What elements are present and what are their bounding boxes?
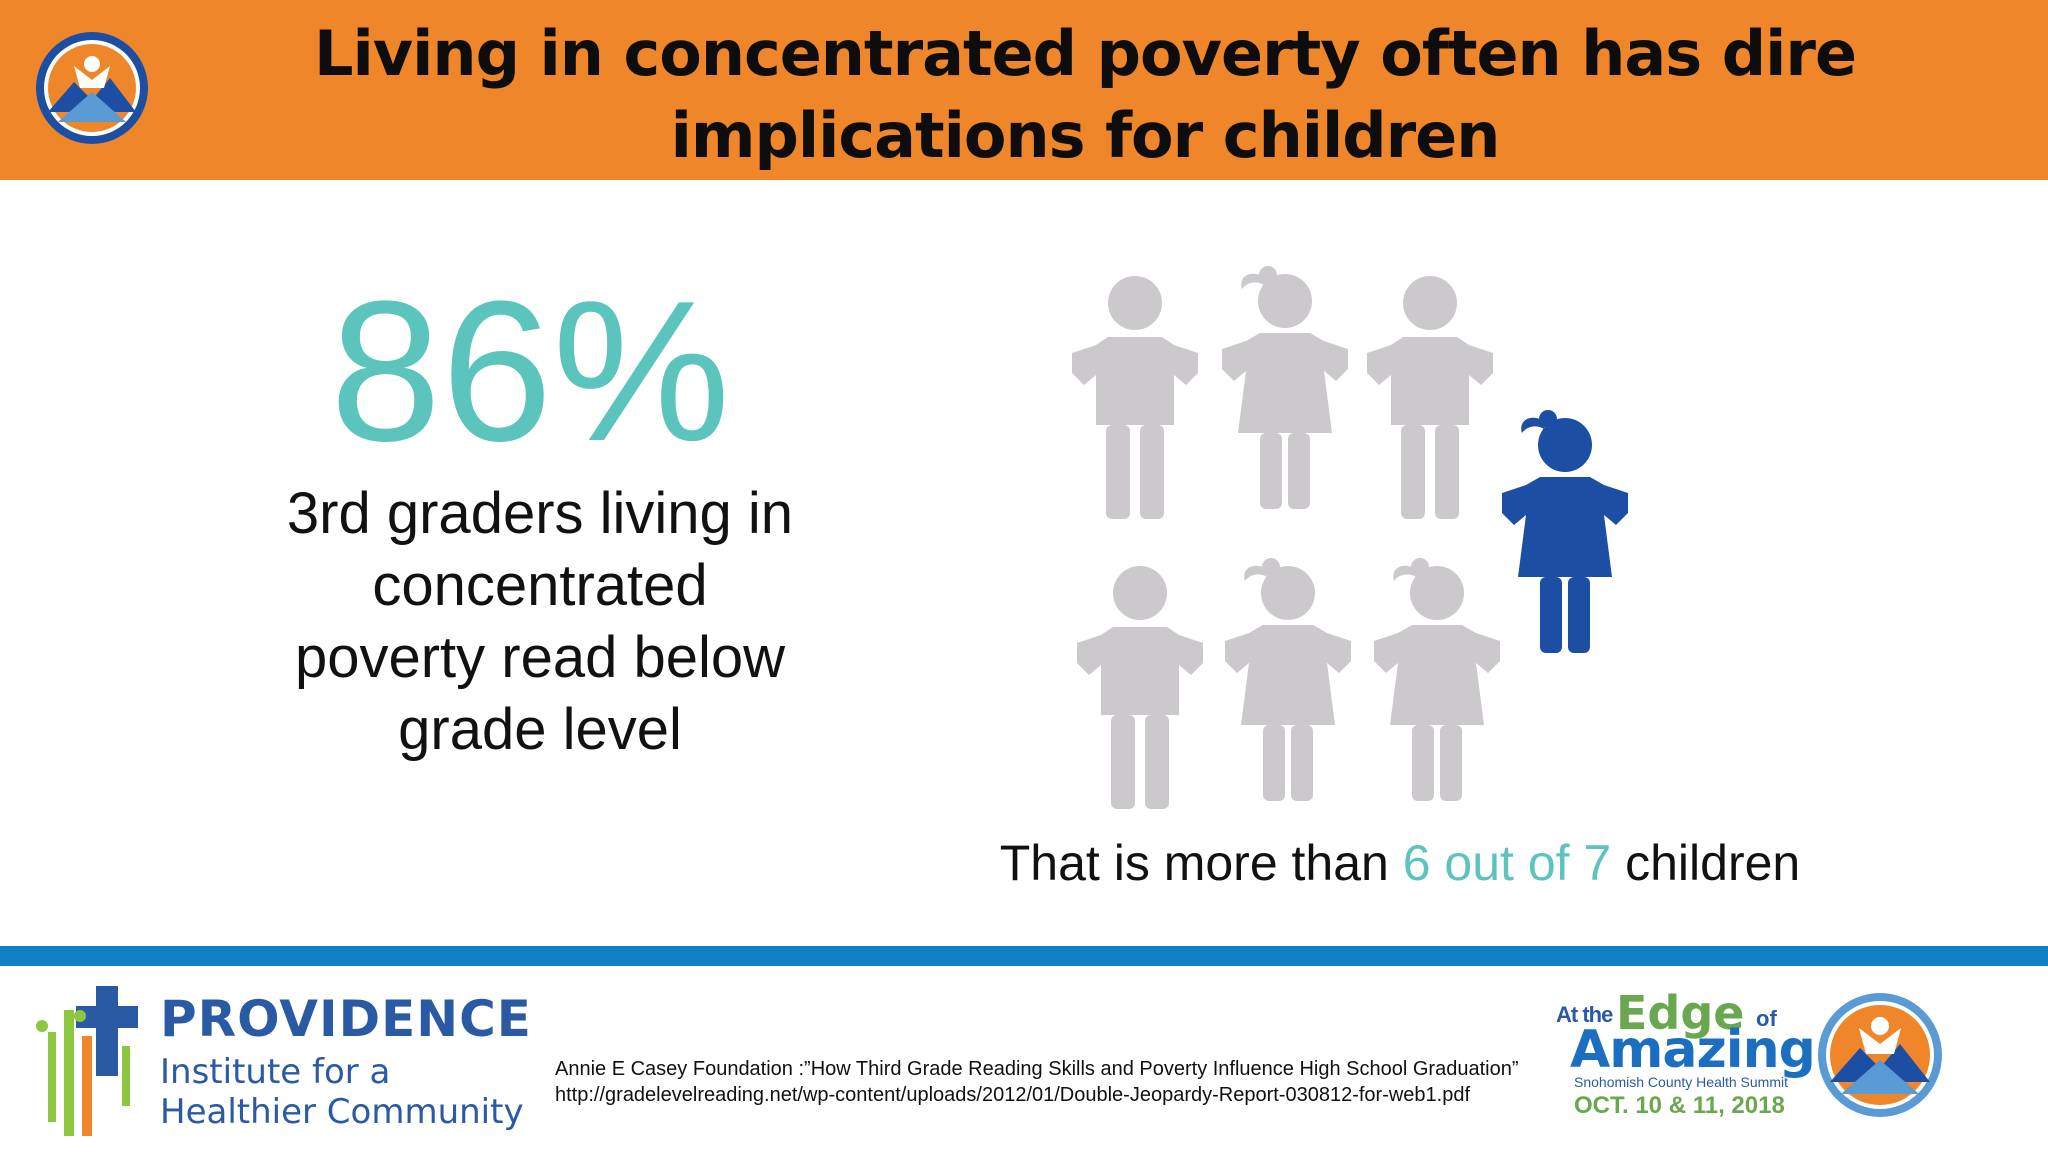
source-citation: Annie E Casey Foundation :”How Third Gra… — [555, 1058, 1519, 1106]
providence-cross-icon — [36, 986, 138, 1136]
providence-name: PROVIDENCE — [160, 990, 532, 1048]
event-logo: At the Edge of Amazing Snohomish County … — [1550, 986, 1820, 1120]
caption-after: children — [1611, 835, 1801, 891]
stat-description: 3rd graders living in concentrated pover… — [286, 481, 794, 762]
caption-before: That is more than — [999, 835, 1403, 891]
event-badge-icon — [1818, 993, 1942, 1117]
child-figure — [1374, 558, 1500, 801]
event-at-the: At the — [1556, 1002, 1613, 1027]
event-summit: Snohomish County Health Summit — [1574, 1074, 1788, 1090]
children-figures — [1060, 255, 1660, 825]
event-of: of — [1756, 1006, 1777, 1031]
event-date: OCT. 10 & 11, 2018 — [1574, 1092, 1785, 1119]
summit-badge-icon — [36, 32, 148, 144]
figures-caption: That is more than 6 out of 7 children — [900, 832, 1900, 894]
child-figure — [1070, 275, 1200, 525]
child-figure — [1222, 266, 1348, 509]
child-figure — [1075, 565, 1205, 815]
stat-value: 86% — [330, 260, 731, 483]
providence-subtitle: Institute for a Healthier Community — [160, 1052, 524, 1132]
child-figure — [1365, 275, 1495, 525]
event-edge: Edge — [1616, 986, 1745, 1040]
highlighted-child-figure — [1502, 410, 1628, 653]
event-amazing: Amazing — [1570, 1020, 1816, 1080]
page-title: Living in concentrated poverty often has… — [314, 17, 1857, 172]
header-bar: Living in concentrated poverty often has… — [0, 0, 2048, 180]
caption-highlight: 6 out of 7 — [1402, 835, 1612, 891]
child-figure — [1225, 558, 1351, 801]
footer-divider — [0, 946, 2048, 966]
